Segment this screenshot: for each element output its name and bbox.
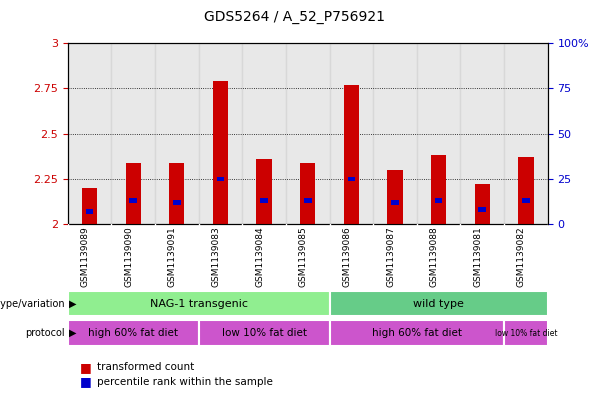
Text: high 60% fat diet: high 60% fat diet [372, 328, 462, 338]
Bar [198, 320, 330, 346]
Text: high 60% fat diet: high 60% fat diet [88, 328, 178, 338]
Bar [169, 163, 184, 224]
Bar [388, 170, 403, 224]
Bar [417, 43, 461, 224]
Bar [478, 207, 486, 212]
Bar [68, 320, 198, 346]
Bar [391, 200, 399, 205]
Text: GSM1139085: GSM1139085 [299, 226, 307, 286]
Text: genotype/variation: genotype/variation [0, 299, 65, 309]
Bar [300, 163, 315, 224]
Bar [198, 43, 242, 224]
Bar [435, 198, 442, 203]
Bar [155, 43, 198, 224]
Text: GSM1139082: GSM1139082 [517, 226, 526, 286]
Bar [82, 188, 97, 224]
Bar [256, 159, 272, 224]
Bar [125, 163, 141, 224]
Bar [330, 291, 548, 316]
Bar [304, 198, 312, 203]
Text: GSM1139086: GSM1139086 [342, 226, 352, 286]
Bar [242, 43, 286, 224]
Text: percentile rank within the sample: percentile rank within the sample [97, 377, 273, 387]
Text: GSM1139087: GSM1139087 [386, 226, 395, 286]
Bar [431, 155, 446, 224]
Text: ■: ■ [80, 375, 91, 389]
Text: low 10% fat diet: low 10% fat diet [495, 329, 557, 338]
Text: NAG-1 transgenic: NAG-1 transgenic [150, 299, 247, 309]
Text: ■: ■ [80, 361, 91, 374]
Bar [348, 176, 355, 181]
Text: GSM1139088: GSM1139088 [429, 226, 439, 286]
Bar [461, 43, 504, 224]
Text: GSM1139083: GSM1139083 [211, 226, 220, 286]
Bar [475, 184, 490, 224]
Bar [373, 43, 417, 224]
Bar [217, 176, 224, 181]
Text: GSM1139084: GSM1139084 [255, 226, 264, 286]
Text: transformed count: transformed count [97, 362, 194, 373]
Bar [68, 291, 330, 316]
Text: protocol: protocol [25, 328, 65, 338]
Bar [330, 320, 504, 346]
Text: GDS5264 / A_52_P756921: GDS5264 / A_52_P756921 [204, 10, 385, 24]
Text: wild type: wild type [413, 299, 464, 309]
Text: ▶: ▶ [69, 299, 77, 309]
Bar [213, 81, 228, 224]
Text: low 10% fat diet: low 10% fat diet [221, 328, 307, 338]
Text: GSM1139081: GSM1139081 [474, 226, 482, 286]
Bar [518, 157, 534, 224]
Bar [173, 200, 181, 205]
Bar [286, 43, 330, 224]
Text: GSM1139091: GSM1139091 [168, 226, 177, 286]
Text: GSM1139089: GSM1139089 [81, 226, 90, 286]
Bar [522, 198, 530, 203]
Bar [344, 85, 359, 224]
Text: GSM1139090: GSM1139090 [124, 226, 133, 286]
Bar [504, 43, 548, 224]
Bar [260, 198, 268, 203]
Bar [130, 198, 137, 203]
Bar [330, 43, 373, 224]
Bar [86, 209, 94, 214]
Text: ▶: ▶ [69, 328, 77, 338]
Bar [68, 43, 111, 224]
Bar [111, 43, 155, 224]
Bar [504, 320, 548, 346]
